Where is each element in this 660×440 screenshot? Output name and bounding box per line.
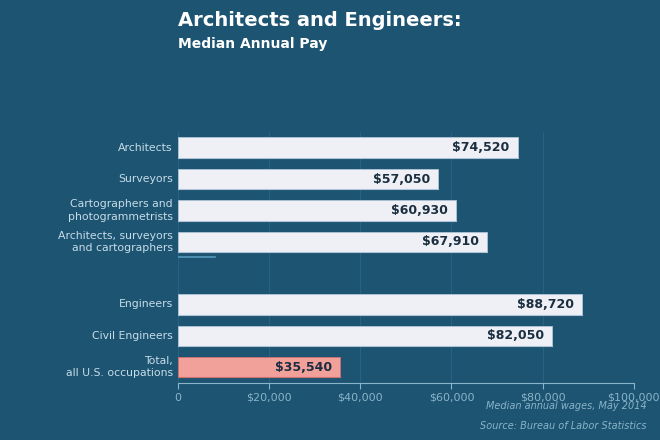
Bar [178, 294, 582, 315]
Text: Source: Bureau of Labor Statistics: Source: Bureau of Labor Statistics [480, 421, 647, 431]
Bar [178, 231, 488, 252]
Text: $82,050: $82,050 [486, 329, 544, 342]
Text: $67,910: $67,910 [422, 235, 479, 248]
Text: Median annual wages, May 2014: Median annual wages, May 2014 [486, 401, 647, 411]
Text: Architects, surveyors
and cartographers: Architects, surveyors and cartographers [58, 231, 173, 253]
Bar [178, 169, 438, 189]
Bar [178, 326, 552, 346]
Text: Surveyors: Surveyors [118, 174, 173, 184]
Bar [178, 200, 455, 220]
Text: Civil Engineers: Civil Engineers [92, 331, 173, 341]
Text: Engineers: Engineers [119, 300, 173, 309]
Text: Cartographers and
photogrammetrists: Cartographers and photogrammetrists [68, 199, 173, 222]
Text: $74,520: $74,520 [452, 141, 510, 154]
Text: $88,720: $88,720 [517, 298, 574, 311]
Text: $60,930: $60,930 [391, 204, 447, 217]
Text: Architects and Engineers:: Architects and Engineers: [178, 11, 462, 30]
Text: Total,
all U.S. occupations: Total, all U.S. occupations [65, 356, 173, 378]
Text: $35,540: $35,540 [275, 361, 332, 374]
Bar [178, 357, 340, 378]
Text: Median Annual Pay: Median Annual Pay [178, 37, 327, 51]
Bar [178, 137, 517, 158]
Text: $57,050: $57,050 [372, 172, 430, 186]
Text: Architects: Architects [118, 143, 173, 153]
